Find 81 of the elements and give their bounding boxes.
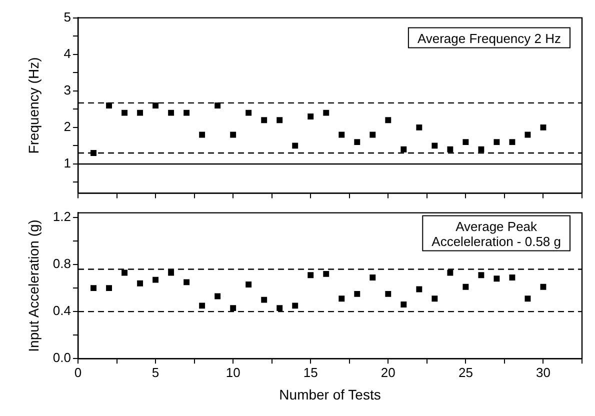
point [478, 146, 484, 152]
point [354, 290, 360, 297]
annotation: Average Peak Acceleleration - 0.58 g [432, 218, 562, 249]
y-tick-label: 0.0 [52, 350, 71, 366]
point [462, 139, 469, 146]
x-tick-label: 5 [152, 364, 160, 380]
point [276, 117, 283, 124]
point [261, 117, 268, 124]
point [478, 272, 484, 278]
point [152, 276, 159, 283]
point [385, 290, 392, 297]
point [246, 282, 252, 288]
point [323, 110, 330, 116]
point [184, 279, 190, 286]
point [214, 102, 221, 108]
x-tick-label: 0 [74, 364, 82, 380]
point [184, 110, 190, 116]
point [308, 113, 314, 120]
point [168, 270, 174, 276]
y-tick-label: 0.8 [52, 256, 71, 272]
point [292, 142, 298, 149]
y-axis-title: Frequency (Hz) [25, 57, 42, 154]
x-tick-label: 25 [458, 364, 473, 380]
point [400, 302, 407, 308]
annotation: Average Frequency 2 Hz [417, 30, 561, 46]
point [509, 139, 516, 146]
point [385, 117, 392, 124]
point [354, 139, 360, 146]
point [199, 302, 206, 309]
y-tick-label: 1 [64, 156, 71, 171]
point [338, 132, 345, 138]
y-tick-label: 0.4 [52, 303, 71, 318]
point [90, 285, 96, 292]
point [137, 280, 144, 286]
point [416, 124, 422, 130]
point [90, 150, 96, 156]
point [292, 302, 298, 309]
point [122, 110, 128, 116]
point [152, 102, 159, 108]
point [494, 139, 500, 146]
y-tick-label: 1.2 [52, 209, 71, 224]
point [416, 286, 422, 292]
point [214, 293, 221, 300]
y-tick-label: 2 [64, 119, 71, 134]
point [199, 132, 206, 138]
point [246, 110, 252, 116]
point [370, 274, 376, 280]
point [230, 132, 236, 138]
x-tick-label: 20 [380, 364, 396, 380]
point [106, 102, 112, 108]
point [168, 110, 174, 116]
point [276, 305, 283, 312]
point [509, 274, 516, 280]
point [447, 146, 454, 152]
point [540, 124, 546, 130]
x-tick-label: 30 [536, 364, 550, 380]
x-axis-title: Number of Tests [279, 386, 381, 402]
point [338, 296, 345, 302]
x-tick-label: 10 [226, 364, 240, 380]
point [524, 296, 531, 302]
point [447, 270, 454, 276]
point [432, 296, 438, 302]
point [323, 270, 330, 277]
x-tick-label: 15 [303, 364, 318, 380]
point [261, 296, 268, 303]
point [400, 146, 407, 152]
point [462, 284, 469, 290]
y-tick-label: 5 [64, 9, 71, 24]
point [370, 132, 376, 138]
point [308, 272, 314, 278]
y-tick-label: 4 [64, 46, 71, 61]
point [106, 285, 112, 292]
point [540, 284, 546, 290]
point [137, 110, 144, 116]
point [122, 270, 128, 276]
point [524, 132, 531, 138]
y-tick-label: 3 [64, 82, 71, 98]
point [432, 142, 438, 149]
point [230, 305, 236, 312]
y-axis-title: Input Acceleration (g) [25, 220, 42, 352]
point [494, 276, 500, 282]
